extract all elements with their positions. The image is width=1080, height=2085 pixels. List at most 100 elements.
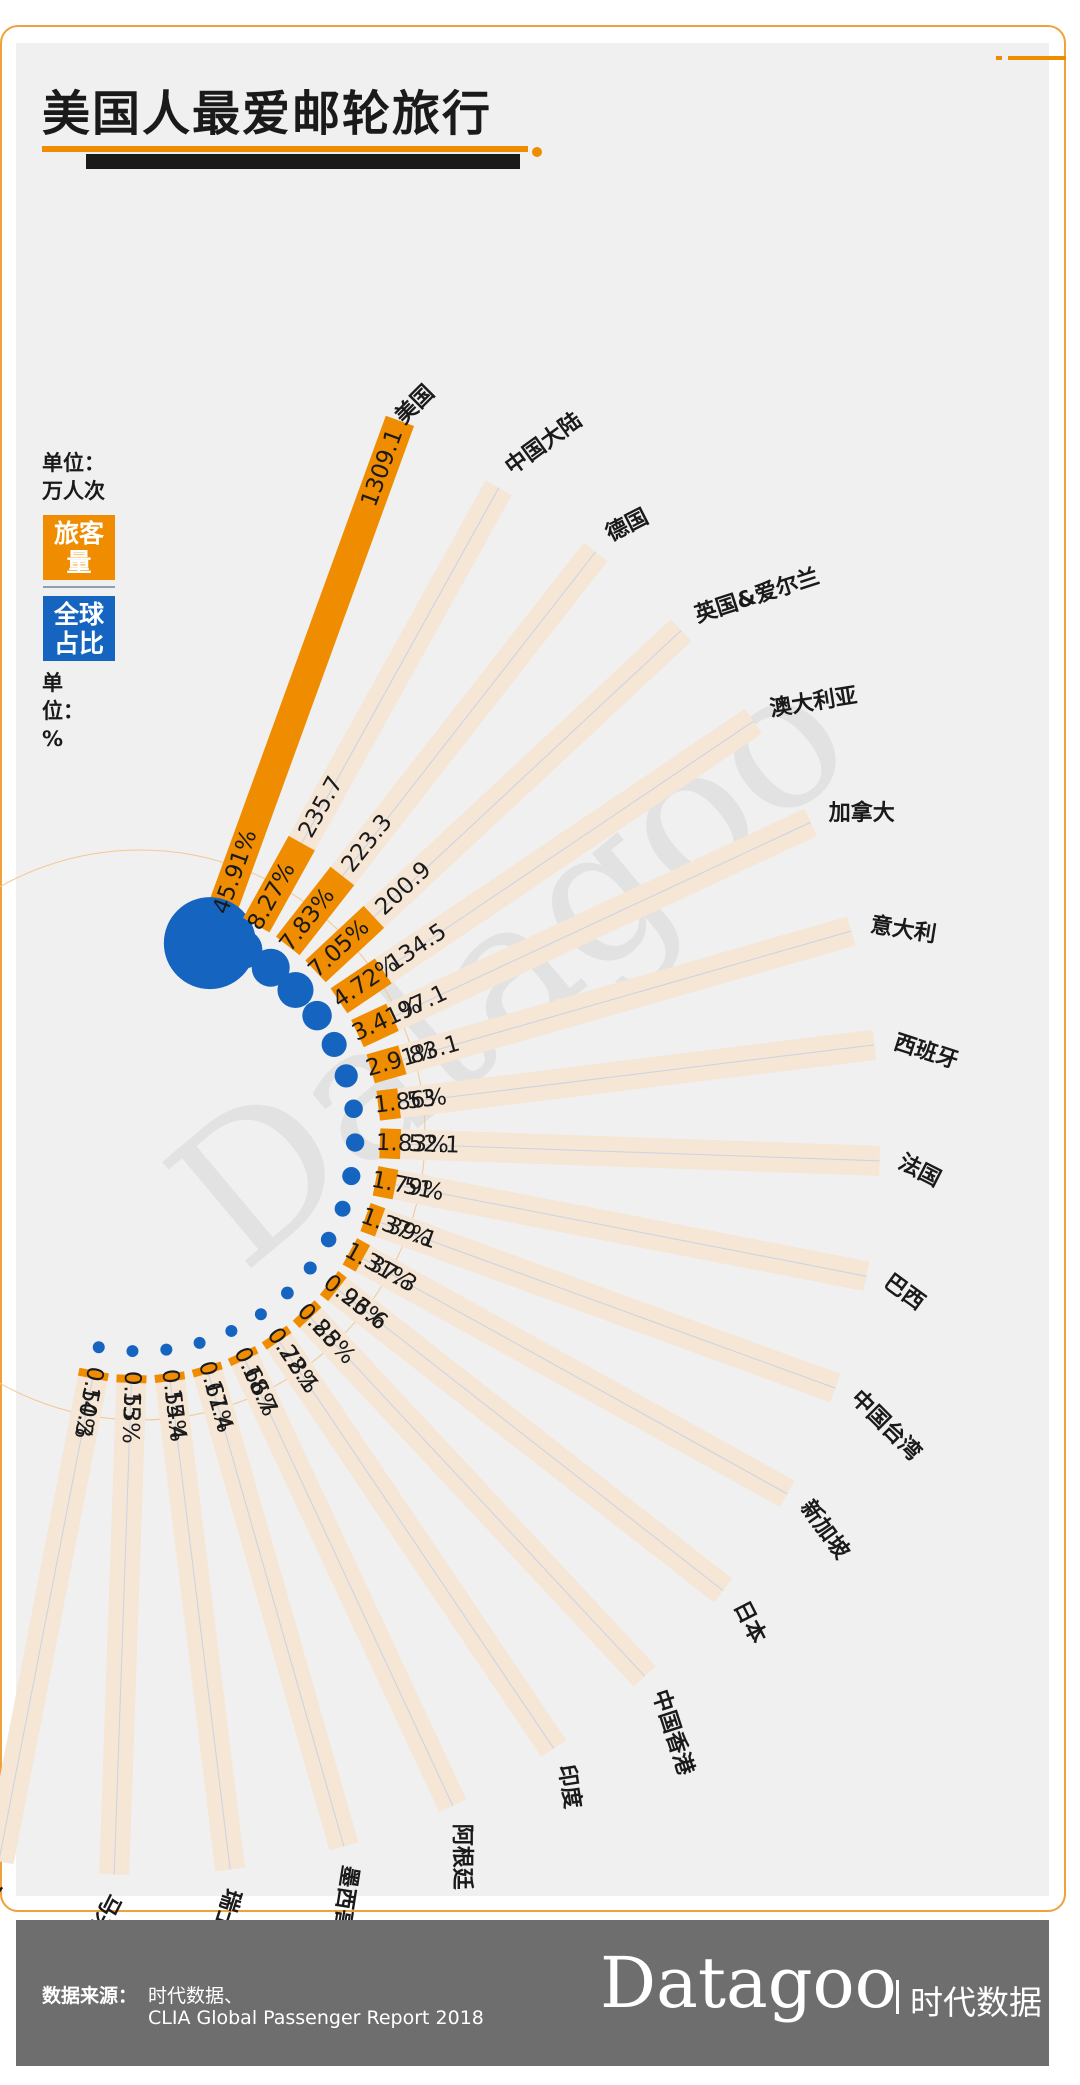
value-bar [154,1371,186,1383]
unit-passenger-label: 单位：万人次 [42,451,105,503]
value-label: 1309.1 [356,426,408,511]
track-guide-line [378,1044,875,1107]
value-bar [261,1325,292,1350]
share-bubble [334,1200,351,1217]
value-bar [330,958,392,1014]
category-label: 澳大利亚 [768,682,859,721]
value-bar [366,1045,407,1084]
value-bar [275,866,355,956]
value-label: 53 [405,1085,437,1114]
value-label: 235.7 [294,772,349,842]
value-bar [243,835,315,933]
share-bubble [320,1231,337,1248]
value-bar [319,1270,347,1302]
share-bubble [303,1261,317,1275]
track-guide-line [375,1180,867,1277]
category-group: 0.50%14.3南非 [0,1341,109,1920]
brand-name-cn: 时代数据 [910,1983,1042,2022]
track-guide-line [168,1373,231,1870]
value-label: 15 [118,1390,145,1420]
track-guide-line [338,720,754,1002]
unit-share-label: 单位：% [42,671,84,751]
category-label: 巴西 [879,1269,929,1315]
share-label: 1.83% [375,1130,449,1159]
corner-mark [1008,56,1066,60]
radial-bar-chart: 45.91%1309.1美国8.27%235.7中国大陆7.83%223.3德国… [0,380,961,1920]
share-bubble [344,1099,363,1119]
value-bar [342,1238,371,1272]
footer [16,1920,1049,2066]
category-label: 墨西哥 [327,1864,362,1920]
legend-passenger: 旅客量 [43,515,115,580]
share-bubble [302,1000,332,1031]
track-guide-line [273,1333,555,1749]
track-guide-line [365,1216,836,1389]
title-underline-dot [532,147,542,157]
category-label: 德国 [602,504,653,547]
value-label: 15.4 [159,1387,191,1441]
value-bar [305,905,385,983]
track-guide-line [0,1370,95,1858]
category-label: 印度 [553,1763,586,1812]
category-label: 意大利 [869,912,938,948]
value-bar [191,1361,223,1378]
value-label: 52.1 [408,1131,460,1159]
track-guide-line [240,1352,454,1806]
share-bubble [281,1286,294,1300]
share-bubble [193,1336,206,1349]
value-label: 14.3 [69,1384,104,1439]
category-label: 英国&爱尔兰 [692,563,823,628]
corner-mark-dot [996,56,1002,60]
category-group: 0.53%15 马来西亚 [63,1345,147,1920]
share-bubble [225,1324,238,1337]
value-bar [372,1166,399,1200]
track-guide-line [205,1365,345,1847]
category-label: 新加坡 [795,1495,855,1564]
track-guide-line [370,930,852,1070]
track-guide-line [113,1374,133,1875]
value-label: 51 [401,1173,435,1204]
value-bar [360,1202,386,1237]
share-bubble [277,971,314,1009]
chart-title: 美国人最爱邮轮旅行 [42,86,493,142]
share-bubble [251,948,290,987]
value-bar [379,1128,402,1160]
category-group: 0.54%15.4瑞士 [154,1343,246,1920]
category-label: 中国台湾 [846,1385,927,1466]
value-bar [77,1367,109,1382]
source-line-1: 时代数据、 [148,1985,244,2007]
category-label: 瑞士 [208,1886,245,1920]
share-label: 0.53% [117,1370,146,1444]
value-label: 200.9 [371,857,437,921]
source-label: 数据来源： [42,1985,138,2007]
track-guide-line [357,821,811,1035]
legend-divider [43,586,115,588]
share-bubble [342,1166,361,1186]
track-guide-line [328,1282,724,1591]
value-bar [227,1346,259,1367]
category-label: 日本 [728,1597,770,1648]
track-guide-line [315,629,682,972]
value-bar [351,1003,399,1048]
share-bubble [223,929,263,969]
title-underline-orange [42,146,528,152]
share-bubble [345,1133,365,1152]
value-bar [292,1300,322,1329]
share-bubble [92,1341,105,1354]
value-bar [207,415,415,915]
brand-logo: Datagoo [600,1942,897,2024]
value-bar [376,1088,401,1121]
legend-share: 全球占比 [43,596,115,661]
share-bubble [321,1031,347,1057]
share-bubble [334,1064,358,1088]
source-line-2: CLIA Global Passenger Report 2018 [148,2007,484,2029]
share-bubble [160,1343,173,1356]
share-bubble [126,1345,139,1358]
track-guide-line [379,1142,880,1162]
title-underline-black [86,154,520,169]
category-label: 加拿大 [828,800,895,826]
category-label: 法国 [894,1150,945,1192]
category-label: 中国香港 [647,1687,698,1779]
track-guide-line [349,1250,788,1495]
